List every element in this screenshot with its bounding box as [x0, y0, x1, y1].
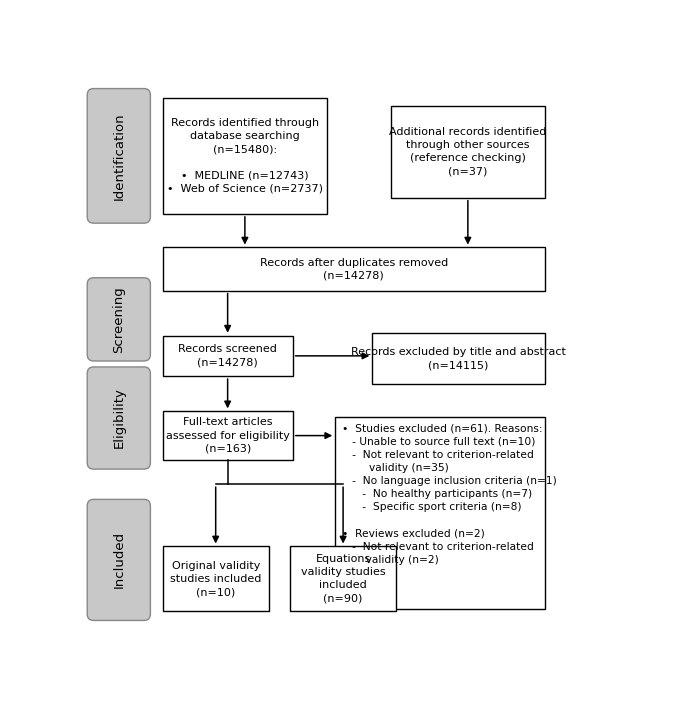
FancyBboxPatch shape [162, 546, 269, 611]
FancyBboxPatch shape [335, 417, 545, 609]
Text: Records after duplicates removed
(n=14278): Records after duplicates removed (n=1427… [260, 258, 448, 281]
Text: Identification: Identification [112, 112, 125, 199]
FancyBboxPatch shape [373, 333, 545, 384]
FancyBboxPatch shape [162, 411, 292, 460]
Text: Records identified through
database searching
(n=15480):

•  MEDLINE (n=12743)
•: Records identified through database sear… [167, 118, 323, 194]
Text: Included: Included [112, 531, 125, 588]
FancyBboxPatch shape [290, 546, 396, 611]
Text: Eligibility: Eligibility [112, 388, 125, 449]
FancyBboxPatch shape [162, 98, 327, 214]
Text: Original validity
studies included
(n=10): Original validity studies included (n=10… [170, 561, 262, 597]
FancyBboxPatch shape [391, 106, 545, 198]
FancyBboxPatch shape [162, 248, 545, 291]
FancyBboxPatch shape [162, 336, 292, 376]
Text: •  Studies excluded (n=61). Reasons:
   - Unable to source full text (n=10)
   -: • Studies excluded (n=61). Reasons: - Un… [342, 423, 556, 565]
FancyBboxPatch shape [87, 88, 151, 223]
FancyBboxPatch shape [87, 278, 151, 361]
Text: Additional records identified
through other sources
(reference checking)
(n=37): Additional records identified through ot… [389, 127, 547, 177]
FancyBboxPatch shape [87, 367, 151, 469]
Text: Screening: Screening [112, 286, 125, 352]
Text: Records excluded by title and abstract
(n=14115): Records excluded by title and abstract (… [351, 347, 566, 370]
Text: Equations
validity studies
included
(n=90): Equations validity studies included (n=9… [301, 554, 386, 604]
FancyBboxPatch shape [87, 499, 151, 621]
Text: Records screened
(n=14278): Records screened (n=14278) [178, 344, 277, 367]
Text: Full-text articles
assessed for eligibility
(n=163): Full-text articles assessed for eligibil… [166, 418, 290, 453]
